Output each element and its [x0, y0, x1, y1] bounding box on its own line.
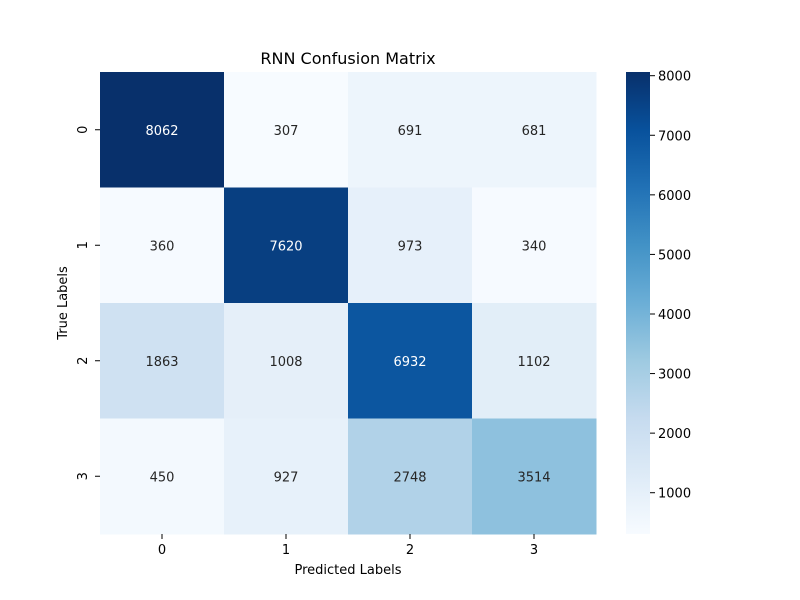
y-tick-label-2: 2 [76, 357, 91, 365]
x-tick-label-3: 3 [530, 543, 538, 558]
x-tick-label-0: 0 [158, 543, 166, 558]
heatmap-cell-2-0 [100, 303, 225, 419]
heatmap-cell-0-3 [472, 72, 597, 188]
y-axis-label: True Labels [56, 266, 71, 341]
colorbar-tick-label-1: 2000 [658, 427, 691, 442]
cell-value-0-3: 681 [522, 124, 547, 139]
colorbar-tick-label-0: 1000 [658, 487, 691, 502]
heatmap-cell-2-2 [348, 303, 473, 419]
colorbar-ticks: 1000 2000 3000 4000 5000 6000 7000 8000 [650, 70, 691, 502]
heatmap-cell-1-2 [348, 187, 473, 304]
y-tick-label-0: 0 [76, 126, 91, 134]
heatmap-cell-1-1 [224, 187, 349, 304]
heatmap-cell-2-3 [472, 303, 597, 419]
y-axis-ticks: 0 1 2 3 [76, 126, 100, 480]
chart-title: RNN Confusion Matrix [260, 49, 435, 68]
colorbar-tick-label-3: 4000 [658, 308, 691, 323]
x-tick-label-1: 1 [282, 543, 290, 558]
cell-value-2-2: 6932 [393, 355, 426, 370]
cell-value-2-0: 1863 [145, 355, 178, 370]
heatmap-cell-1-0 [100, 187, 225, 304]
x-axis-ticks: 0 1 2 3 [158, 534, 538, 558]
cell-value-0-0: 8062 [145, 124, 178, 139]
colorbar-tick-label-2: 3000 [658, 368, 691, 383]
cell-value-1-2: 973 [398, 239, 423, 254]
colorbar-tick-label-6: 7000 [658, 129, 691, 144]
heatmap-cell-3-2 [348, 418, 473, 535]
x-tick-label-2: 2 [406, 543, 414, 558]
cell-value-1-3: 340 [522, 239, 547, 254]
cell-value-3-0: 450 [150, 470, 175, 485]
heatmap: 8062 307 691 681 360 7620 973 340 1863 1008 6932 11… [100, 72, 597, 535]
colorbar [626, 72, 650, 534]
y-tick-label-3: 3 [76, 472, 91, 480]
colorbar-tick-label-4: 5000 [658, 248, 691, 263]
heatmap-cell-3-0 [100, 418, 225, 535]
cell-value-2-3: 1102 [517, 355, 550, 370]
x-axis-label: Predicted Labels [294, 563, 401, 578]
y-tick-label-1: 1 [76, 241, 91, 249]
cell-value-3-3: 3514 [517, 470, 550, 485]
heatmap-cell-3-1 [224, 418, 349, 535]
colorbar-tick-label-7: 8000 [658, 70, 691, 85]
cell-value-3-1: 927 [274, 470, 299, 485]
cell-value-2-1: 1008 [269, 355, 302, 370]
cell-value-0-2: 691 [398, 124, 423, 139]
cell-value-3-2: 2748 [393, 470, 426, 485]
cell-value-0-1: 307 [274, 124, 299, 139]
cell-value-1-0: 360 [150, 239, 175, 254]
cell-value-1-1: 7620 [269, 239, 302, 254]
heatmap-cell-0-1 [224, 72, 349, 188]
colorbar-tick-label-5: 6000 [658, 189, 691, 204]
heatmap-cell-2-1 [224, 303, 349, 419]
heatmap-cell-1-3 [472, 187, 597, 304]
heatmap-cell-0-2 [348, 72, 473, 188]
heatmap-cell-0-0 [100, 72, 225, 188]
heatmap-cell-3-3 [472, 418, 597, 535]
